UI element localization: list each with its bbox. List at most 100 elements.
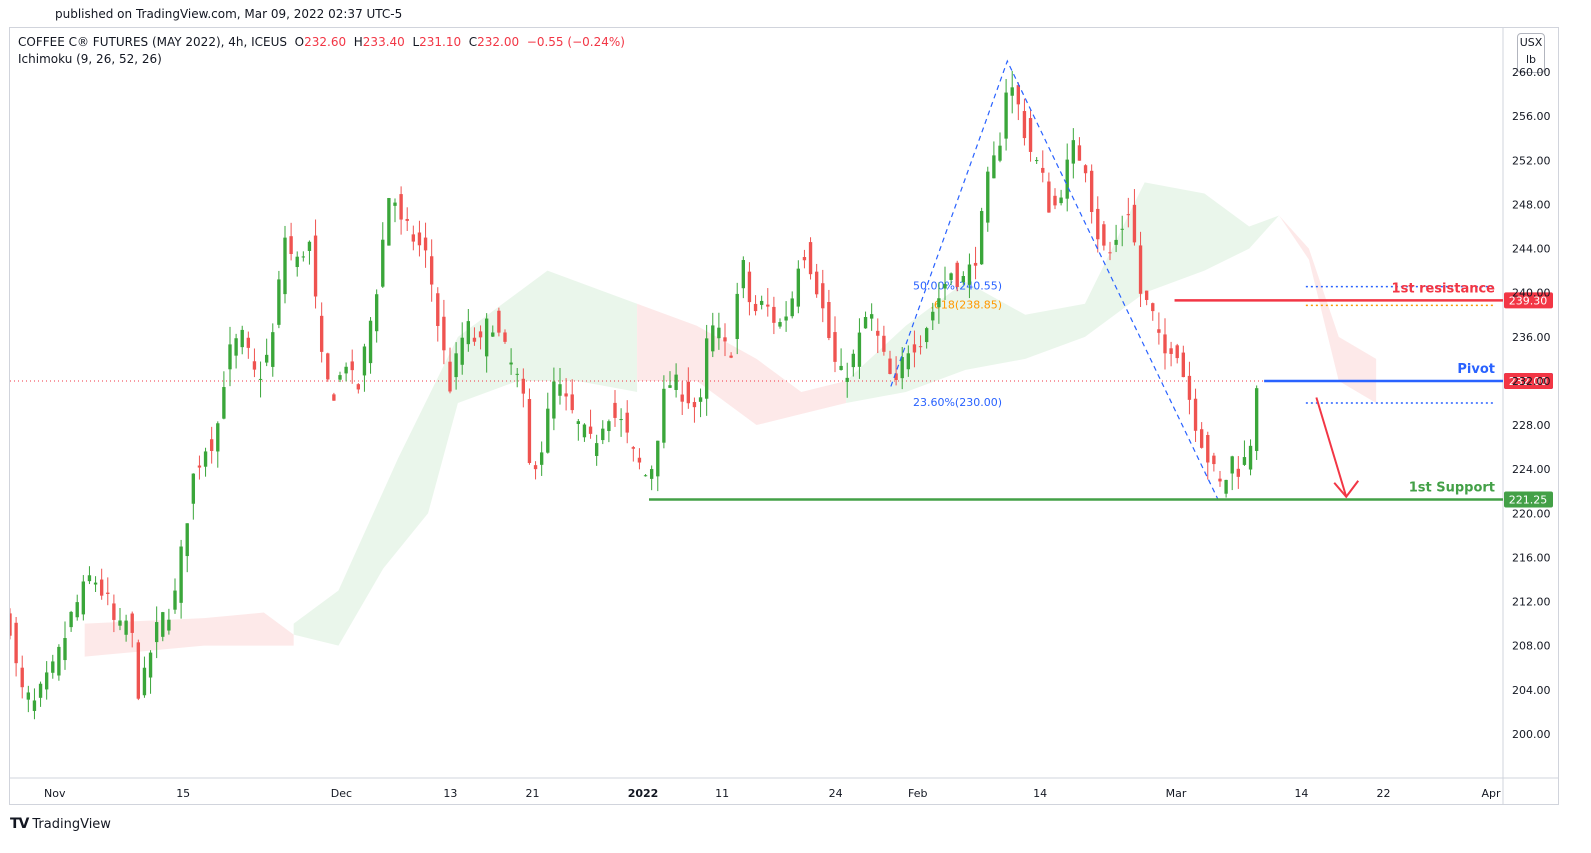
level-price-tag xyxy=(1504,292,1553,309)
cloud-bullish xyxy=(293,270,638,646)
candle-up xyxy=(240,329,244,348)
candle-up xyxy=(38,683,43,698)
candle-down xyxy=(955,262,959,287)
candle-down xyxy=(1102,224,1106,246)
candle-up xyxy=(93,582,98,585)
candle-up xyxy=(924,328,929,343)
price-axis[interactable]: 260.00 256.00 252.00 248.00 244.00 240.00 236.… xyxy=(1512,66,1551,741)
time-tick-label: 22 xyxy=(1377,787,1391,800)
fib-level-label: 23.60%(230.00) xyxy=(913,396,1002,409)
candle-up xyxy=(961,276,966,283)
price-tick-label: 248.00 xyxy=(1512,198,1551,211)
close-label: C xyxy=(468,35,478,49)
level-price-tag xyxy=(1504,491,1553,508)
candle-down xyxy=(442,316,446,351)
fib-retracement: 50.00%(240.55).618(238.85)23.60%(230.00) xyxy=(913,280,1496,409)
candle-up xyxy=(454,353,458,378)
candle-up xyxy=(277,279,281,325)
candle-up xyxy=(576,421,581,424)
candle-down xyxy=(1236,468,1241,477)
candle-up xyxy=(26,692,31,700)
change-value: −0.55 (−0.24%) xyxy=(526,35,625,49)
candle-down xyxy=(637,457,642,463)
candle-down xyxy=(1206,435,1210,463)
unit-label: lb xyxy=(1525,53,1537,66)
tradingview-brand[interactable]: TV TradingView xyxy=(10,816,111,832)
candle-down xyxy=(417,232,422,246)
candle-up xyxy=(173,590,177,610)
indicator-line[interactable]: Ichimoku (9, 26, 52, 26) xyxy=(18,52,162,66)
last-price-label: 232.00 xyxy=(1509,375,1548,388)
candle-down xyxy=(1193,398,1198,431)
grid xyxy=(10,28,1559,805)
candle-down xyxy=(246,337,251,348)
cloud-bearish xyxy=(84,612,294,657)
candle-up xyxy=(546,408,550,453)
candle-down xyxy=(894,373,898,380)
candle-down xyxy=(472,337,477,342)
time-tick-label: 14 xyxy=(1033,787,1047,800)
candle-down xyxy=(478,331,483,338)
candle-down xyxy=(1212,455,1216,465)
time-axis[interactable]: Nov 15 Dec 13 21 2022 11 24 Feb 14 Mar 14 22 Apr xyxy=(44,787,1501,800)
candle-up xyxy=(601,428,605,441)
candle-down xyxy=(99,579,104,596)
candle-up xyxy=(69,611,73,628)
price-tick-label: 240.00 xyxy=(1512,287,1551,300)
candle-down xyxy=(332,394,336,401)
candle-down xyxy=(680,394,684,402)
candle-down xyxy=(252,361,257,370)
candle-up xyxy=(839,365,843,370)
candle-down xyxy=(350,361,354,371)
candle-down xyxy=(319,315,324,352)
tradingview-logo-icon: TV xyxy=(10,816,29,832)
candle-up xyxy=(1248,445,1253,470)
candle-up xyxy=(704,338,709,399)
price-tick-label: 252.00 xyxy=(1512,154,1551,167)
ichimoku-cloud xyxy=(84,182,1377,657)
candle-up xyxy=(222,387,226,419)
time-tick-label: 21 xyxy=(526,787,540,800)
currency-unit-selector[interactable]: USX lb xyxy=(1517,33,1545,73)
candle-down xyxy=(631,447,636,449)
time-tick-label: Dec xyxy=(331,787,352,800)
candle-up xyxy=(851,353,856,368)
candle-up xyxy=(937,298,941,308)
candle-up xyxy=(558,384,562,396)
candle-down xyxy=(1175,345,1179,359)
candle-down xyxy=(747,271,752,303)
candle-up xyxy=(967,264,972,285)
candle-up xyxy=(649,469,654,479)
price-tick-label: 260.00 xyxy=(1512,66,1551,79)
candle-down xyxy=(888,358,892,374)
symbol-title[interactable]: COFFEE C® FUTURES (MAY 2022), 4h, ICEUS xyxy=(18,35,288,49)
candle-down xyxy=(1126,214,1131,216)
open-label: O xyxy=(294,35,305,49)
candle-up xyxy=(1034,160,1039,162)
candle-up xyxy=(906,353,911,370)
candle-up xyxy=(857,332,862,367)
candle-up xyxy=(368,320,373,364)
candle-down xyxy=(613,402,617,418)
candle-down xyxy=(1089,170,1094,212)
candle-up xyxy=(234,338,238,356)
candle-up xyxy=(161,612,165,637)
arrow-shaft xyxy=(1315,397,1348,498)
candle-up xyxy=(124,620,128,635)
candle-up xyxy=(869,314,874,319)
candle-down xyxy=(723,337,727,342)
time-tick-label: 13 xyxy=(443,787,457,800)
candle-down xyxy=(527,399,532,463)
candle-up xyxy=(698,397,703,402)
price-tick-label: 208.00 xyxy=(1512,640,1551,653)
candle-down xyxy=(289,236,293,255)
candle-up xyxy=(668,385,672,388)
candle-up xyxy=(75,602,79,618)
candle-down xyxy=(1138,245,1143,294)
cloud-bearish xyxy=(637,303,847,426)
candle-down xyxy=(1077,145,1082,161)
candle-up xyxy=(594,443,599,456)
candle-down xyxy=(448,361,452,392)
candle-up xyxy=(1065,159,1069,199)
